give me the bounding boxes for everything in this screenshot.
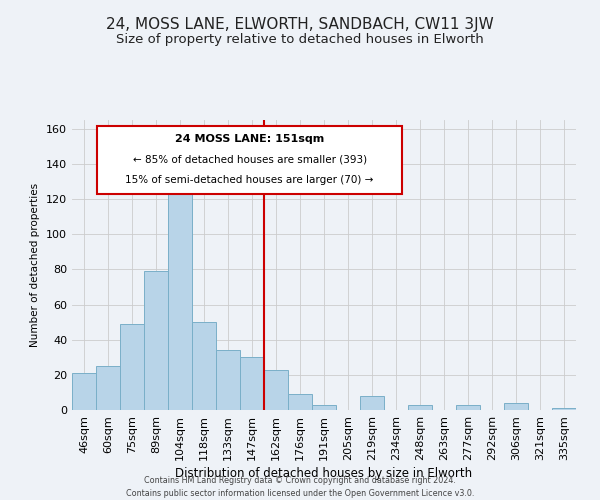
Bar <box>240 358 264 410</box>
Bar <box>288 394 312 410</box>
Bar <box>264 370 288 410</box>
Bar <box>216 350 240 410</box>
Text: Contains HM Land Registry data © Crown copyright and database right 2024.
Contai: Contains HM Land Registry data © Crown c… <box>126 476 474 498</box>
Bar <box>96 366 120 410</box>
Bar <box>552 408 576 410</box>
X-axis label: Distribution of detached houses by size in Elworth: Distribution of detached houses by size … <box>175 467 473 480</box>
Bar <box>360 396 384 410</box>
Text: 24 MOSS LANE: 151sqm: 24 MOSS LANE: 151sqm <box>175 134 324 144</box>
Y-axis label: Number of detached properties: Number of detached properties <box>31 183 40 347</box>
Bar <box>72 373 96 410</box>
Bar <box>192 322 216 410</box>
Text: Size of property relative to detached houses in Elworth: Size of property relative to detached ho… <box>116 32 484 46</box>
Bar <box>120 324 144 410</box>
Bar <box>408 404 432 410</box>
Text: 15% of semi-detached houses are larger (70) →: 15% of semi-detached houses are larger (… <box>125 175 374 185</box>
Bar <box>504 403 528 410</box>
Bar <box>168 190 192 410</box>
Bar <box>456 404 480 410</box>
Bar <box>144 271 168 410</box>
Text: ← 85% of detached houses are smaller (393): ← 85% of detached houses are smaller (39… <box>133 155 367 165</box>
FancyBboxPatch shape <box>97 126 402 194</box>
Text: 24, MOSS LANE, ELWORTH, SANDBACH, CW11 3JW: 24, MOSS LANE, ELWORTH, SANDBACH, CW11 3… <box>106 18 494 32</box>
Bar <box>312 404 336 410</box>
